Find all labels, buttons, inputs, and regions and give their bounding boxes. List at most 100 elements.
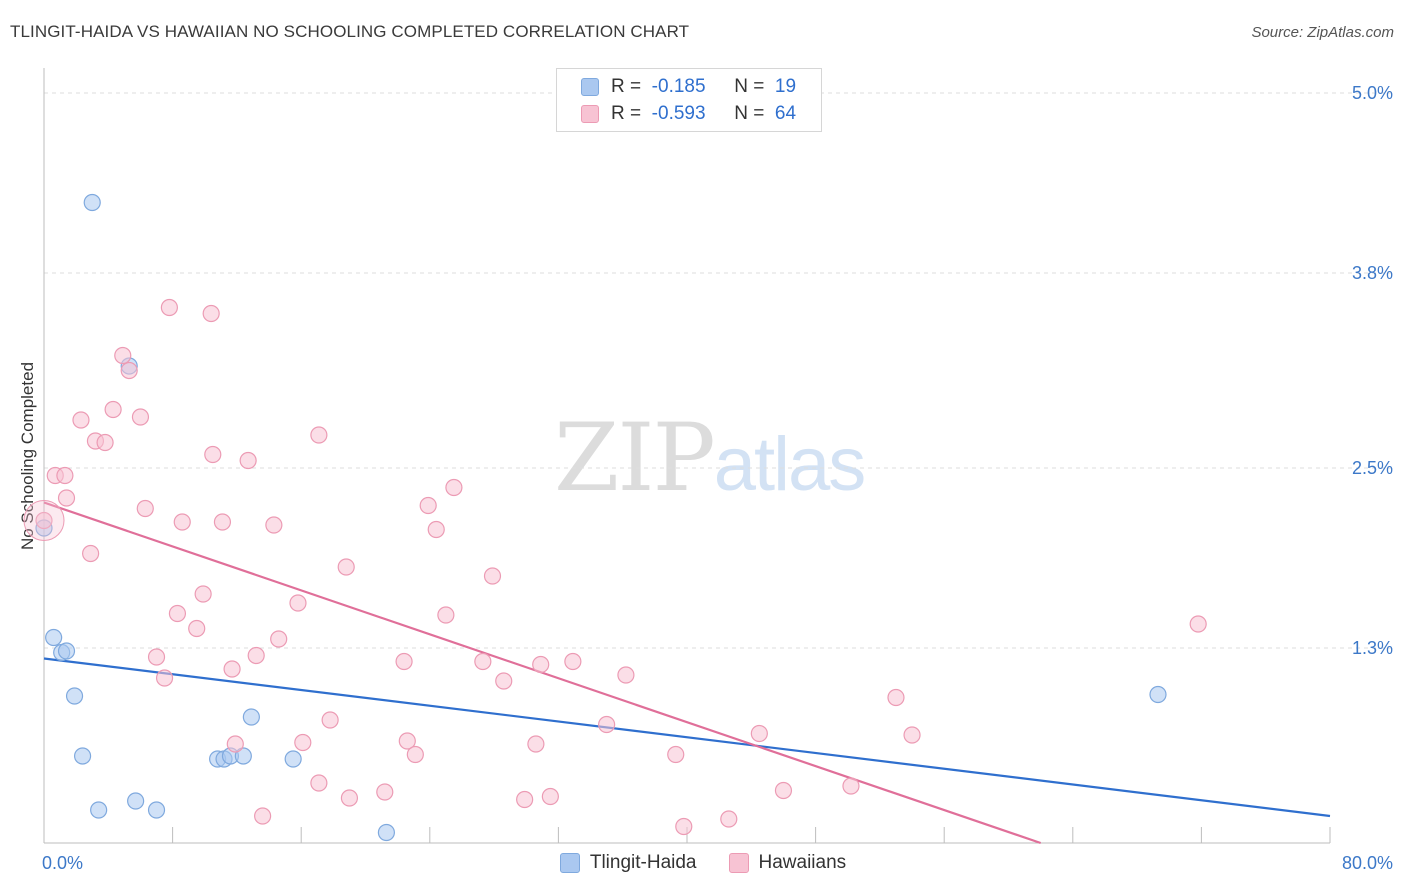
hawaiian-point bbox=[226, 735, 244, 753]
hawaiian-point bbox=[774, 781, 793, 800]
hawaiian-point bbox=[168, 604, 187, 623]
hawaiian-point bbox=[617, 666, 635, 684]
hawaiian-point bbox=[321, 711, 339, 729]
hawaiian-point bbox=[104, 400, 122, 419]
hawaiian-point bbox=[270, 630, 288, 648]
hawaiian-point bbox=[532, 655, 550, 674]
legend-row-hawaiians: R = -0.593 N = 64 bbox=[581, 102, 796, 126]
series-swatch-tlingit bbox=[559, 853, 580, 873]
legend-n-value-hawaiians: 64 bbox=[774, 103, 797, 124]
hawaiian-point bbox=[564, 652, 582, 671]
tlingit-trend-line bbox=[43, 657, 1331, 818]
grid bbox=[44, 92, 1392, 649]
hawaiian-point bbox=[155, 669, 174, 687]
legend-r-value-tlingit: -0.185 bbox=[651, 76, 706, 97]
tlingit-point bbox=[57, 642, 76, 660]
tlingit-point bbox=[73, 747, 92, 765]
hawaiian-point bbox=[842, 777, 860, 795]
hawaiian-point bbox=[194, 585, 212, 603]
hawaiian-point bbox=[398, 732, 416, 750]
hawaiian-point bbox=[337, 558, 355, 576]
hawaiian-point bbox=[1189, 615, 1207, 633]
hawaiian-point bbox=[474, 652, 492, 671]
y-tick-label: 5.0% bbox=[1352, 83, 1393, 103]
hawaiian-point bbox=[541, 787, 559, 806]
hawaiian-point bbox=[437, 606, 455, 624]
legend-r-label: R = bbox=[611, 76, 642, 97]
hawaiian-point bbox=[376, 783, 394, 801]
x-tick-label-start: 0.0% bbox=[42, 853, 83, 873]
hawaiian-point bbox=[495, 672, 513, 690]
series-legend-tlingit: Tlingit-Haida bbox=[559, 852, 697, 874]
y-tick-label: 1.3% bbox=[1352, 638, 1393, 658]
hawaiian-point bbox=[213, 513, 232, 531]
hawaiian-point bbox=[239, 451, 257, 470]
hawaiian-point bbox=[598, 715, 616, 734]
hawaiian-point bbox=[188, 619, 206, 638]
tlingit-point bbox=[1149, 685, 1167, 704]
hawaiian-point bbox=[310, 426, 328, 444]
y-tick-label: 3.8% bbox=[1352, 263, 1393, 283]
tlingit-point bbox=[284, 750, 302, 768]
y-tick-label: 2.5% bbox=[1352, 458, 1393, 478]
hawaiian-point bbox=[160, 298, 178, 317]
tlingit-point bbox=[45, 628, 63, 647]
hawaiian-point bbox=[82, 544, 100, 563]
hawaiian-point bbox=[527, 735, 545, 753]
watermark-atlas: atlas bbox=[713, 422, 867, 507]
data-points bbox=[23, 193, 1207, 842]
hawaiian-point bbox=[667, 745, 685, 764]
axes bbox=[43, 68, 1331, 844]
hawaiian-point bbox=[247, 646, 265, 665]
series-legend-hawaiians: Hawaiians bbox=[728, 852, 847, 874]
hawaiian-point bbox=[340, 789, 359, 807]
hawaiian-point bbox=[516, 790, 534, 809]
hawaiian-point bbox=[35, 511, 53, 530]
watermark: ZIPatlas bbox=[554, 404, 867, 513]
legend-row-tlingit: R = -0.185 N = 19 bbox=[581, 75, 796, 99]
hawaiian-point bbox=[56, 466, 74, 485]
hawaiian-point bbox=[406, 745, 424, 764]
hawaiian-point bbox=[294, 733, 312, 752]
tlingit-point bbox=[377, 823, 395, 842]
source-label: Source: ZipAtlas.com bbox=[1251, 24, 1394, 41]
hawaiian-point bbox=[202, 304, 220, 323]
tlingit-point bbox=[234, 747, 252, 765]
series-legend: Tlingit-Haida Hawaiians bbox=[0, 852, 1406, 874]
watermark-zip: ZIP bbox=[554, 404, 716, 513]
hawaiian-point-large bbox=[23, 500, 65, 541]
series-label-tlingit: Tlingit-Haida bbox=[589, 852, 697, 873]
hawaiian-point bbox=[120, 361, 138, 380]
hawaiian-point bbox=[254, 807, 272, 825]
series-swatch-hawaiians bbox=[728, 853, 749, 873]
tlingit-point bbox=[83, 193, 101, 212]
legend-n-label: N = bbox=[734, 76, 765, 97]
hawaiian-point bbox=[173, 513, 191, 531]
hawaiian-point bbox=[750, 724, 768, 743]
hawaiian-point bbox=[395, 652, 413, 671]
legend-n-value-tlingit: 19 bbox=[774, 76, 797, 97]
hawaiian-point bbox=[265, 516, 283, 534]
hawaiian-point bbox=[131, 408, 150, 426]
hawaiian-point bbox=[720, 810, 738, 828]
legend-swatch-hawaiians bbox=[581, 105, 599, 123]
hawaiian-point bbox=[887, 688, 905, 707]
hawaiian-point bbox=[419, 496, 437, 515]
legend-n-label: N = bbox=[734, 103, 765, 124]
hawaiian-point bbox=[310, 774, 328, 792]
series-label-hawaiians: Hawaiians bbox=[758, 852, 847, 873]
tlingit-point bbox=[90, 801, 108, 819]
hawaiian-point bbox=[72, 411, 90, 429]
hawaiian-point bbox=[96, 433, 114, 452]
tlingit-point bbox=[242, 708, 260, 726]
tlingit-point bbox=[127, 792, 145, 810]
hawaiian-point bbox=[483, 567, 502, 585]
hawaiian-point bbox=[57, 489, 76, 507]
x-tick-label-end: 80.0% bbox=[1342, 853, 1393, 873]
hawaiian-point bbox=[114, 346, 132, 365]
legend-r-label: R = bbox=[611, 103, 642, 124]
hawaiian-point bbox=[147, 648, 166, 666]
hawaiian-point bbox=[136, 499, 154, 518]
chart-title: TLINGIT-HAIDA VS HAWAIIAN NO SCHOOLING C… bbox=[10, 22, 690, 41]
